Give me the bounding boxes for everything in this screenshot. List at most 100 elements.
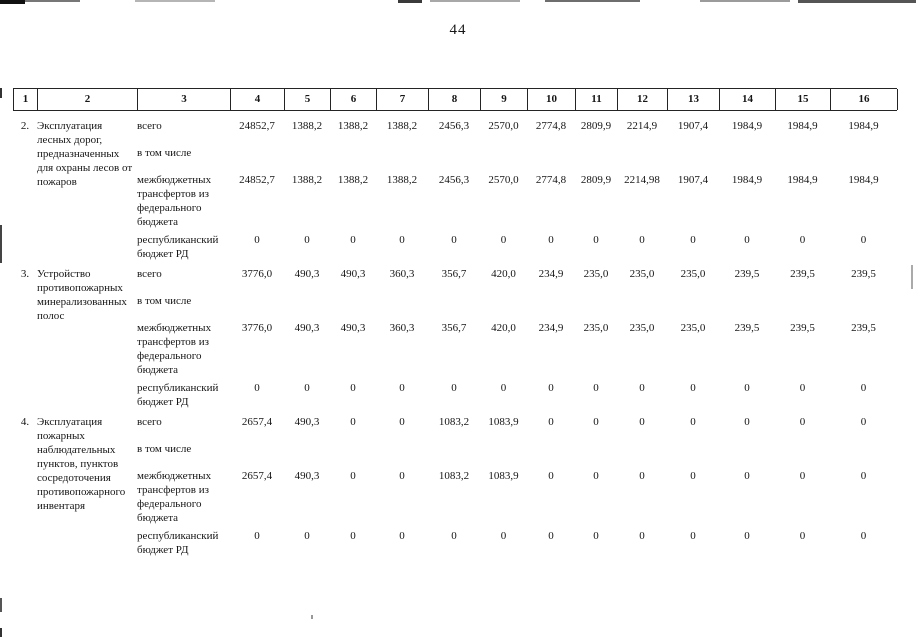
value-cell: 0 xyxy=(799,530,806,542)
budget-subrow: межбюджетных трансфертов из федерального… xyxy=(137,173,897,229)
value-cell: 0 xyxy=(548,416,554,428)
budget-line-label: в том числе xyxy=(137,295,192,307)
value-cell: 420,0 xyxy=(491,322,516,334)
budget-subrow: в том числе xyxy=(137,294,897,308)
value-cell: 0 xyxy=(744,530,750,542)
value-cell: 0 xyxy=(860,416,867,428)
scan-artifact-top-edge xyxy=(0,0,25,4)
budget-line-label: республиканский бюджет РД xyxy=(137,234,219,260)
budget-subrow: республиканский бюджет РД 0 0 0 0 0 0 0 0 0 0 0 0 0 xyxy=(137,381,897,409)
value-cell: 490,3 xyxy=(294,416,320,428)
value-cell: 0 xyxy=(799,416,806,428)
value-cell: 0 xyxy=(548,470,554,482)
row-budget-lines: всего 2657,4 490,3 0 0 1083,2 1083,9 0 0 0 0 0 0 0 в т… xyxy=(137,415,897,557)
value-cell: 235,0 xyxy=(583,268,609,280)
value-cell: 0 xyxy=(639,470,645,482)
row-budget-lines: всего 24852,7 1388,2 1388,2 1388,2 2456,3 2570… xyxy=(137,119,897,261)
value-cell: 0 xyxy=(744,382,750,394)
value-cell: 0 xyxy=(593,382,599,394)
value-cell: 360,3 xyxy=(389,268,415,280)
scan-artifact-top-edge xyxy=(430,0,520,2)
value-cell: 0 xyxy=(350,234,356,246)
value-cell: 356,7 xyxy=(441,322,467,334)
value-cell: 0 xyxy=(500,530,507,542)
value-cell: 2809,9 xyxy=(580,174,612,186)
table-header-cell: 5 xyxy=(285,89,331,110)
value-cell: 2214,9 xyxy=(626,120,658,132)
value-cell: 2456,3 xyxy=(438,120,470,132)
budget-line-label: в том числе xyxy=(137,443,192,455)
value-cell: 1083,9 xyxy=(488,416,519,428)
value-cell: 0 xyxy=(860,530,867,542)
value-cell: 0 xyxy=(639,234,645,246)
budget-subrow: межбюджетных трансфертов из федерального… xyxy=(137,469,897,525)
value-cell: 0 xyxy=(350,470,356,482)
value-cell: 235,0 xyxy=(629,322,655,334)
value-cell: 1388,2 xyxy=(386,120,418,132)
table-header-cell: 3 xyxy=(138,89,231,110)
value-cell: 1907,4 xyxy=(677,174,709,186)
value-cell: 0 xyxy=(350,530,356,542)
value-cell: 490,3 xyxy=(294,322,320,334)
value-cell: 235,0 xyxy=(680,322,706,334)
value-cell: 0 xyxy=(548,382,554,394)
budget-subrow: всего 3776,0 490,3 490,3 360,3 356,7 420,0 234,… xyxy=(137,267,897,281)
value-cell: 0 xyxy=(690,530,696,542)
scan-artifact-left-edge xyxy=(0,628,2,637)
value-cell: 2657,4 xyxy=(241,416,273,428)
table-header-cell: 1 xyxy=(14,89,38,110)
value-cell: 0 xyxy=(350,416,356,428)
value-cell: 1984,9 xyxy=(787,174,818,186)
value-cell: 0 xyxy=(254,530,260,542)
table-header-cell: 6 xyxy=(331,89,377,110)
row-budget-lines: всего 3776,0 490,3 490,3 360,3 356,7 420,0 234,… xyxy=(137,267,897,409)
table-body: 2. Эксплуатация лесных дорог, предназначе… xyxy=(13,111,897,557)
table-header-cell: 10 xyxy=(528,89,576,110)
table-header-cell: 4 xyxy=(231,89,285,110)
value-cell: 490,3 xyxy=(340,322,366,334)
value-cell: 0 xyxy=(744,234,750,246)
value-cell: 24852,7 xyxy=(239,120,275,132)
budget-line-label: межбюджетных трансфертов из федерального… xyxy=(137,174,212,228)
value-cell: 1984,9 xyxy=(848,174,879,186)
table-header-row: 1 2 3 4 5 6 7 8 9 10 11 12 13 14 15 16 xyxy=(13,88,898,111)
table-row: 2. Эксплуатация лесных дорог, предназначе… xyxy=(13,119,897,261)
value-cell: 239,5 xyxy=(734,268,760,280)
value-cell: 0 xyxy=(254,382,260,394)
budget-line-label: межбюджетных трансфертов из федерального… xyxy=(137,322,212,376)
value-cell: 1083,2 xyxy=(438,416,470,428)
value-cell: 2657,4 xyxy=(241,470,273,482)
value-cell: 239,5 xyxy=(851,322,876,334)
scan-artifact-left-edge xyxy=(0,598,2,612)
value-cell: 490,3 xyxy=(294,268,320,280)
budget-line-label: всего xyxy=(137,268,162,280)
value-cell: 1388,2 xyxy=(291,174,323,186)
value-cell: 2456,3 xyxy=(438,174,470,186)
value-cell: 2570,0 xyxy=(488,120,519,132)
value-cell: 1388,2 xyxy=(337,120,369,132)
table-row: 4. Эксплуатация пожарных наблюдательных п… xyxy=(13,415,897,557)
value-cell: 1984,9 xyxy=(731,174,763,186)
value-cell: 1984,9 xyxy=(787,120,818,132)
value-cell: 235,0 xyxy=(680,268,706,280)
row-number: 4. xyxy=(20,416,30,428)
value-cell: 1083,9 xyxy=(488,470,519,482)
value-cell: 3776,0 xyxy=(241,268,273,280)
scan-artifact-right-edge xyxy=(911,265,913,289)
value-cell: 0 xyxy=(451,530,457,542)
value-cell: 1984,9 xyxy=(848,120,879,132)
value-cell: 0 xyxy=(350,382,356,394)
row-activity-name: Эксплуатация лесных дорог, предназначенн… xyxy=(37,120,133,188)
value-cell: 356,7 xyxy=(441,268,467,280)
budget-subrow: в том числе xyxy=(137,146,897,160)
value-cell: 239,5 xyxy=(851,268,876,280)
value-cell: 1388,2 xyxy=(386,174,418,186)
table-header-cell: 11 xyxy=(576,89,618,110)
value-cell: 1984,9 xyxy=(731,120,763,132)
scan-artifact-left-edge xyxy=(0,88,2,98)
value-cell: 360,3 xyxy=(389,322,415,334)
table-header-cell: 16 xyxy=(831,89,898,110)
scan-artifact-top-edge xyxy=(700,0,790,2)
value-cell: 2809,9 xyxy=(580,120,612,132)
